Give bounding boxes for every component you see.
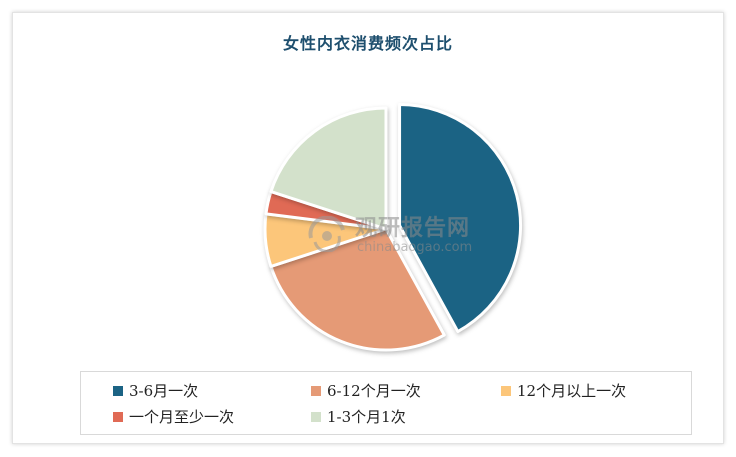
legend-swatch-2 [501,385,511,396]
legend-swatch-1 [311,385,321,396]
legend-label-4: 1-3个月1次 [327,408,406,426]
legend-item-3: 一个月至少一次 [113,406,234,427]
watermark: 观研报告网 chinabaogao.com [305,210,480,270]
chart-title: 女性内衣消费频次占比 [282,34,453,53]
legend-label-2: 12个月以上一次 [517,382,627,400]
watermark-domain: chinabaogao.com [357,240,473,255]
legend-label-1: 6-12个月一次 [327,382,421,400]
legend-item-2: 12个月以上一次 [501,380,626,401]
pie-slice-0 [398,103,523,334]
legend-label-0: 3-6月一次 [129,382,199,400]
legend-swatch-3 [113,411,123,422]
legend-label-3: 一个月至少一次 [129,408,235,426]
legend: 3-6月一次 6-12个月一次 12个月以上一次 一个月至少一次 1-3个月1次 [80,371,692,435]
watermark-logo-icon [308,216,345,252]
legend-item-4: 1-3个月1次 [311,406,406,427]
legend-swatch-0 [113,385,123,396]
legend-item-0: 3-6月一次 [113,380,198,401]
pie-slice-1 [269,227,446,352]
pie-slice-4 [269,106,388,231]
legend-swatch-4 [311,411,321,422]
watermark-name: 观研报告网 [355,216,471,241]
legend-item-1: 6-12个月一次 [311,380,421,401]
